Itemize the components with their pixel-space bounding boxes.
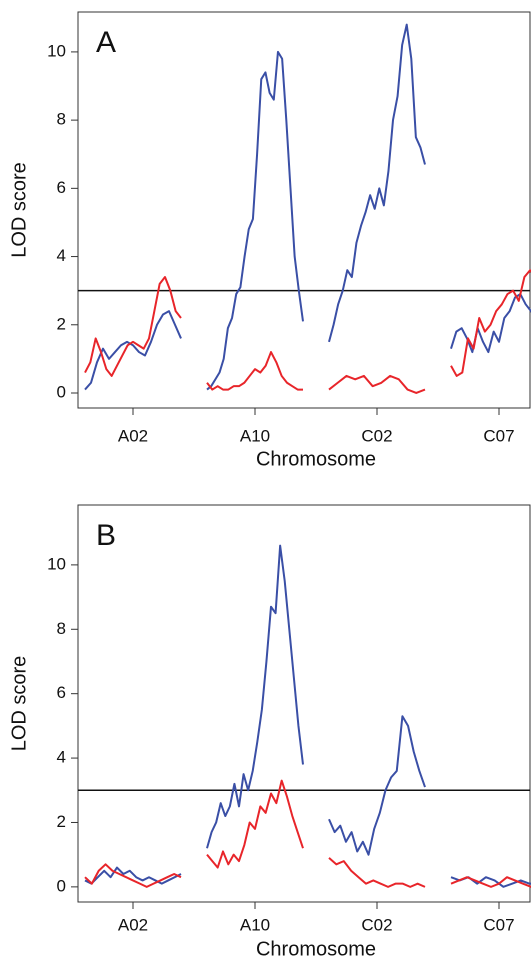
y-axis-label: LOD score (8, 656, 30, 752)
lod-curve (84, 863, 182, 888)
x-tick-label: A10 (240, 426, 270, 445)
y-tick-label: 2 (57, 812, 66, 831)
lod-curve (450, 876, 531, 888)
panel-letter: B (96, 519, 116, 552)
panel: B 0 2 4 6 8 10 LOD score A02 A10 C02 C07 Chromosome (8, 504, 531, 960)
y-tick-label: 0 (57, 382, 66, 401)
lod-curve (450, 269, 531, 377)
y-tick-label: 4 (57, 246, 66, 265)
x-tick-label: A02 (118, 915, 148, 934)
plot-frame (77, 504, 531, 903)
x-axis-label: Chromosome (256, 448, 376, 470)
lod-curve (206, 351, 303, 391)
y-tick-label: 8 (57, 619, 66, 638)
x-tick-label: C02 (361, 915, 392, 934)
x-tick-label: C07 (483, 915, 514, 934)
lod-curve (206, 544, 304, 849)
lod-curve (328, 715, 426, 856)
panel-letter: A (96, 26, 116, 59)
y-tick-label: 0 (57, 876, 66, 895)
y-axis-label: LOD score (8, 162, 30, 258)
y-tick-label: 8 (57, 110, 66, 129)
y-tick-label: 10 (47, 41, 66, 60)
y-tick-label: 2 (57, 314, 66, 333)
lod-curve (84, 276, 182, 377)
lod-curve (328, 374, 426, 394)
x-tick-label: C02 (361, 426, 392, 445)
x-tick-label: A02 (118, 426, 148, 445)
y-tick-label: 6 (57, 178, 66, 197)
lod-curve (206, 50, 304, 391)
lod-curve (328, 857, 426, 888)
x-tick-label: C07 (483, 426, 514, 445)
lod-curve (328, 23, 426, 343)
y-tick-label: 10 (47, 554, 66, 573)
x-axis-label: Chromosome (256, 938, 376, 960)
lod-curve (84, 866, 182, 885)
y-tick-label: 4 (57, 748, 66, 767)
plot-frame (77, 11, 531, 409)
lod-curve (206, 779, 304, 869)
x-tick-label: A10 (240, 915, 270, 934)
y-tick-label: 6 (57, 683, 66, 702)
